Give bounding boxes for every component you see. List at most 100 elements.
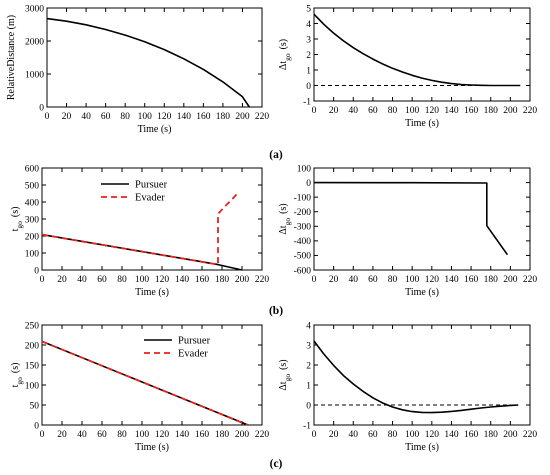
x-tick-label: 220 [255,430,270,440]
x-axis-label: Time (s) [405,118,439,129]
x-tick-label: 200 [503,275,518,285]
x-axis-label: Time (s) [405,287,439,298]
x-tick-label: 180 [216,112,231,122]
plot-frame [313,324,531,426]
y-tick-label: 2 [306,361,311,371]
x-axis-label: Time (s) [138,124,172,135]
x-tick-label: 120 [425,106,440,116]
y-tick-label: -600 [294,266,312,276]
y-axis-label: tgo (s) [10,207,24,232]
y-axis-label-sub: go [15,221,24,229]
x-tick-label: 100 [135,275,150,285]
x-tick-label: 200 [235,112,250,122]
y-axis-label-sub: go [283,374,292,382]
x-tick-label: 220 [255,112,270,122]
y-tick-label: 5 [306,4,311,14]
x-tick-label: 80 [117,430,127,440]
y-axis-label-unit: (s) [278,203,289,214]
x-tick-label: 200 [235,430,250,440]
x-tick-label: 120 [425,430,440,440]
y-tick-label: 500 [25,181,40,191]
chart-c-right: 0 20 40 60 80 100 120 140 160 180 200 220-101234Tim… [278,321,537,453]
series-line-line-0 [313,181,509,256]
y-tick-label: 0 [306,82,311,92]
x-tick-label: 140 [444,275,459,285]
x-tick-label: 160 [196,112,211,122]
x-tick-label: 0 [312,275,317,285]
series-line-evader [41,191,240,266]
y-tick-label: 3 [306,35,311,45]
x-tick-label: 60 [368,275,378,285]
legend-label-pursuer: Pursuer [135,180,168,191]
legend: Pursuer Evader [144,336,211,360]
x-axis-label: Time (s) [135,442,169,453]
y-tick-label: -500 [294,252,312,262]
y-axis-label-main: Δt [278,225,289,234]
x-tick-label: 80 [388,106,398,116]
plot-frame [313,167,531,271]
y-tick-label: 200 [25,232,40,242]
x-tick-label: 0 [40,275,45,285]
y-axis-label: tgo (s) [10,363,24,388]
y-axis-label-sub: go [283,53,292,61]
y-tick-label: 0 [306,401,311,411]
chart-b-right: 0 20 40 60 80 100 120 140 160 180 200 220 -600 -500 -4… [278,164,537,298]
plot-frame [41,324,263,426]
y-tick-label: 400 [25,198,40,208]
y-tick-label: 0 [34,266,39,276]
y-axis-label-unit: (s) [10,207,21,218]
x-tick-label: 60 [368,430,378,440]
x-tick-label: 80 [388,275,398,285]
x-tick-label: 140 [444,430,459,440]
series-line-line-0 [313,13,521,87]
y-tick-label: 3 [306,341,311,351]
y-tick-label: 0 [34,421,39,431]
x-tick-label: 160 [464,430,479,440]
plot-frame [313,7,531,102]
x-tick-label: 100 [405,275,420,285]
y-tick-label: -1 [303,97,311,107]
y-axis-label-unit: (s) [10,363,21,374]
x-tick-label: 220 [523,106,538,116]
y-tick-label: -100 [294,193,312,203]
x-tick-label: 40 [349,430,359,440]
x-tick-label: 100 [405,106,420,116]
x-tick-label: 20 [329,275,339,285]
x-tick-label: 20 [62,112,72,122]
series-line-line-0 [313,340,519,414]
x-tick-label: 160 [464,106,479,116]
y-axis-label-sub: go [15,377,24,385]
y-axis-label: RelativeDistance (m) [6,15,17,100]
y-axis-label-sub: go [283,218,292,226]
chart-a-left: 0 20 40 60 80 100 120 140 160 180 200 220 0 1000 2000 3… [6,4,269,135]
x-tick-label: 0 [40,430,45,440]
panel-caption-0: (a) [269,149,283,161]
plot-frame [46,7,263,108]
x-tick-label: 140 [175,275,190,285]
x-tick-label: 200 [503,106,518,116]
y-tick-label: 250 [25,321,40,331]
x-tick-label: 100 [135,430,150,440]
series-line-evader [41,340,249,426]
x-tick-label: 120 [155,430,170,440]
y-axis-label-main: t [10,228,21,231]
x-tick-label: 180 [215,275,230,285]
x-tick-label: 80 [117,275,127,285]
x-tick-label: 180 [484,106,499,116]
y-tick-label: 300 [25,215,40,225]
y-axis-label: Δtgo (s) [278,203,292,234]
x-tick-label: 20 [329,106,339,116]
x-tick-label: 180 [484,430,499,440]
x-tick-label: 60 [97,275,107,285]
x-tick-label: 0 [312,106,317,116]
chart-a-right: 0 20 40 60 80 100 120 140 160 180 200 220-1012345Ti… [278,4,537,129]
x-tick-label: 0 [45,112,50,122]
y-axis-label-main: t [10,384,21,387]
x-tick-label: 40 [81,112,91,122]
y-tick-label: 2 [306,51,311,61]
y-tick-label: 100 [297,164,312,174]
x-tick-label: 120 [155,275,170,285]
y-tick-label: 4 [306,321,311,331]
x-tick-label: 140 [177,112,192,122]
